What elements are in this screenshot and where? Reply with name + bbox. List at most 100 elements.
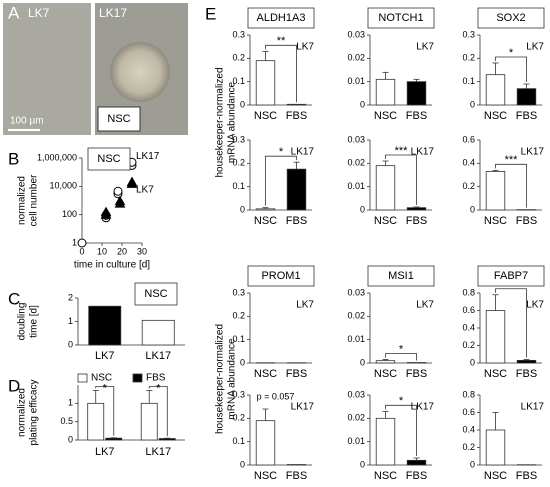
gene-title-box [247, 265, 315, 287]
significance-bracket [385, 154, 417, 205]
significance-bracket [385, 353, 417, 361]
line-label: LK7 [416, 42, 434, 53]
bar [255, 208, 276, 211]
bar [485, 74, 506, 106]
bar [140, 402, 158, 441]
y-tick-label: 0.3 [232, 389, 245, 399]
line-label: LK17 [291, 402, 315, 413]
gene-title-box [367, 265, 435, 287]
y-tick-label: 0.4 [462, 322, 475, 332]
micrograph-lk7 [3, 3, 91, 135]
x-tick-label: FBS [516, 470, 537, 482]
gene-title: SOX2 [496, 12, 525, 24]
x-tick-label: NSC [484, 368, 507, 380]
bar [105, 437, 123, 441]
y-tick-label: 0 [240, 459, 245, 469]
y-axis-label: normalized [17, 176, 28, 225]
bar [87, 402, 105, 441]
y-tick-label: 0.3 [462, 29, 475, 39]
y-tick-label: 0.01 [347, 181, 365, 191]
y-tick-label: 0.3 [232, 29, 245, 39]
point [100, 206, 112, 217]
line-label: LK7 [296, 300, 314, 311]
y-axis-label: mRNA abundance [227, 81, 238, 163]
gene-title-box [247, 7, 315, 29]
significance-bracket [95, 386, 115, 436]
y-tick-label: 0.01 [347, 76, 365, 86]
significance: * [279, 146, 284, 158]
significance: * [399, 343, 404, 355]
y-tick-label: 0.8 [462, 287, 475, 297]
y-tick-label: 0.3 [232, 287, 245, 297]
significance: * [509, 47, 514, 59]
y-tick-label: 0.3 [232, 134, 245, 144]
gene-title-box [477, 7, 545, 29]
y-axis-label: plating efficacy [29, 380, 40, 446]
y-tick-label: 0.6 [462, 134, 475, 144]
y-tick-label: 0.1 [232, 334, 245, 344]
y-tick-label: 0 [68, 339, 73, 349]
significance-bracket [265, 155, 297, 206]
x-tick-label: FBS [516, 368, 537, 380]
y-tick-label: 100 [62, 209, 77, 219]
significance-bracket [148, 386, 168, 437]
y-tick-label: 0 [240, 99, 245, 109]
y-tick-label: 0.2 [232, 158, 245, 168]
y-tick-label: 0.8 [462, 389, 475, 399]
point [126, 176, 138, 187]
bar [375, 78, 396, 106]
x-tick-label: 20 [117, 246, 127, 256]
x-tick-label: LK7 [95, 350, 115, 362]
x-tick-label: FBS [406, 368, 427, 380]
legend-label: NSC [91, 373, 112, 384]
x-tick-label: NSC [254, 215, 277, 227]
line-label: LK7 [416, 300, 434, 311]
y-tick-label: 0.1 [462, 76, 475, 86]
legend-box-label: NSC [144, 288, 167, 300]
line-label: LK17 [291, 147, 315, 158]
y-tick-label: 2 [68, 292, 73, 302]
bar [255, 420, 276, 466]
bar [158, 438, 176, 441]
bar [406, 81, 427, 106]
bar [88, 305, 122, 346]
x-tick-label: FBS [286, 368, 307, 380]
y-tick-label: 0.2 [462, 442, 475, 452]
series-label: LK7 [136, 185, 154, 196]
y-tick-label: 0 [68, 434, 73, 444]
significance-bracket [495, 56, 527, 82]
y-tick-label: 1 [68, 398, 73, 408]
bar [485, 171, 506, 211]
y-axis-label: normalized [17, 388, 28, 437]
significance-bracket [495, 163, 527, 208]
y-tick-label: 0.02 [347, 311, 365, 321]
bar [255, 60, 276, 106]
bar [516, 359, 537, 364]
significance: *** [505, 154, 519, 166]
x-tick-label: FBS [286, 470, 307, 482]
y-tick-label: 0 [360, 459, 365, 469]
y-tick-label: 0 [360, 99, 365, 109]
x-tick-label: FBS [286, 110, 307, 122]
y-tick-label: 0.6 [462, 305, 475, 315]
y-tick-label: 0.01 [347, 334, 365, 344]
bar [141, 319, 175, 346]
y-tick-label: 0.03 [347, 29, 365, 39]
significance: *** [395, 145, 409, 157]
gene-title: FABP7 [494, 270, 528, 282]
y-tick-label: 1 [68, 316, 73, 326]
gene-title: MSI1 [388, 270, 414, 282]
line-label: LK17 [521, 402, 545, 413]
x-tick-label: NSC [254, 368, 277, 380]
x-tick-label: NSC [254, 470, 277, 482]
x-tick-label: FBS [406, 470, 427, 482]
point [113, 186, 123, 196]
x-tick-label: NSC [374, 110, 397, 122]
y-tick-label: 0.1 [232, 76, 245, 86]
y-tick-label: 0.2 [462, 340, 475, 350]
line-label: LK17 [521, 147, 545, 158]
y-tick-label: 0.2 [232, 53, 245, 63]
x-tick-label: 10 [97, 246, 107, 256]
gene-title: PROM1 [261, 270, 300, 282]
